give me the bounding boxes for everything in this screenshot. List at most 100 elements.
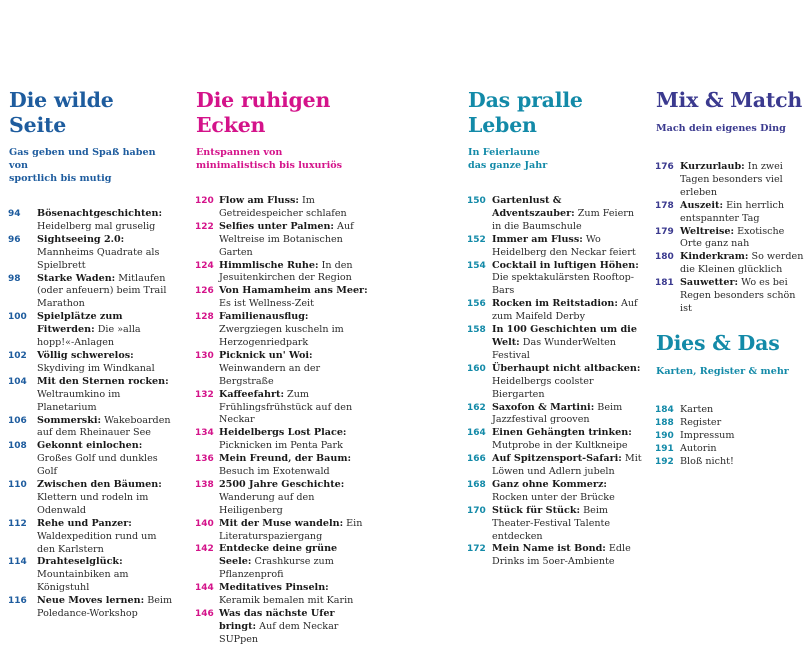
toc-entry-description: Auf Weltreise im Botanischen Garten	[219, 220, 354, 258]
toc-entry-title: Bösenachtgeschichten:	[37, 208, 162, 219]
toc-entry-text: Sightseeing 2.0: Mannheims Quadrate als …	[37, 234, 177, 273]
toc-entry: 150 Gartenlust & Adventszauber: Zum Feier…	[467, 195, 644, 234]
section-title: Dies & Das	[656, 331, 780, 355]
toc-list: 120 Flow am Fluss: Im Getreidespeicher sc…	[195, 195, 372, 647]
toc-entry-text: Was das nächste Ufer bringt: Auf dem Nec…	[219, 608, 372, 647]
toc-entry: 180 Kinderkram: So werden die Kleinen glü…	[655, 251, 804, 277]
toc-entry-title: Neue Moves lernen:	[37, 595, 145, 607]
toc-entry-title: Kaffeefahrt:	[219, 388, 284, 400]
toc-entry-text: 2500 Jahre Geschichte: Wanderung auf den…	[219, 479, 372, 518]
toc-entry-title: Meditatives Pinseln:	[219, 582, 329, 594]
toc-entry: 176 Kurzurlaub: In zwei Tagen besonders v…	[655, 161, 804, 200]
toc-entry-text: Von Hamamheim ans Meer: Es ist Wellness-…	[219, 285, 372, 311]
toc-entry-text: Spielplätze zum Fitwerden: Die »alla hop…	[37, 311, 177, 350]
toc-entry-title: Ganz ohne Kommerz:	[492, 478, 607, 490]
toc-entry-title: Gartenlust & Adventszauber:	[492, 195, 575, 219]
toc-entry-title: Sightseeing 2.0:	[37, 233, 125, 245]
toc-page-number: 150	[467, 196, 486, 206]
toc-entry-title: Mit der Muse wandeln:	[219, 517, 344, 529]
toc-entry: 156 Rocken im Reitstadion: Auf zum Maifel…	[467, 298, 644, 324]
toc-list: 176 Kurzurlaub: In zwei Tagen besonders v…	[655, 161, 804, 316]
toc-entry-text: Autorin	[680, 443, 804, 456]
toc-entry: 108 Gekonnt einlochen: Großes Golf und du…	[8, 440, 177, 479]
toc-entry-description: Wo es bei Regen besonders schön ist	[680, 277, 796, 314]
toc-page-number: 158	[467, 325, 486, 336]
toc-entry-text: Einen Gehängten trinken: Mutprobe in der…	[492, 427, 644, 453]
toc-page-number: 104	[8, 376, 27, 387]
section-mix-and-match: Mix & Match Mach dein eigenes Ding 176 Ku…	[655, 88, 804, 316]
toc-page-number: 106	[8, 415, 27, 426]
toc-entry-description: Ein Literaturspaziergang	[219, 517, 363, 542]
toc-entry-description: Keramik bemalen mit Karin	[219, 595, 354, 607]
toc-entry-title: Sommerski:	[37, 414, 102, 426]
toc-entry: 162 Saxofon & Martini: Beim Jazzfestival …	[467, 401, 644, 428]
toc-list: 94 Bösenachtgeschichten: Heidelberg mal g…	[8, 208, 177, 621]
toc-entry-description: Waldexpedition rund um den Karlstern	[37, 530, 157, 555]
toc-page-number: 176	[655, 162, 674, 172]
toc-page-number: 166	[467, 454, 486, 465]
toc-entry-description: Weinwandern an der Bergstraße	[219, 362, 321, 387]
toc-entry: 168 Ganz ohne Kommerz: Rocken unter der B…	[467, 479, 644, 505]
toc-entry-text: Kurzurlaub: In zwei Tagen besonders viel…	[680, 161, 804, 200]
toc-entry-title: Immer am Fluss:	[492, 233, 583, 245]
toc-entry-description: Wakeboarden auf dem Rheinauer See	[37, 414, 171, 439]
toc-entry-text: Weltreise: Exotische Orte ganz nah	[680, 226, 804, 252]
toc-page-number: 98	[8, 273, 21, 284]
toc-entry: 142 Entdecke deine grüne Seele: Crashkurs…	[195, 543, 372, 582]
toc-entry-text: Karten	[680, 404, 804, 417]
toc-entry-text: Flow am Fluss: Im Getreidespeicher schla…	[219, 195, 372, 221]
section-subtitle: Entspannen von minimalistisch bis luxuriö…	[196, 147, 343, 171]
toc-entry: 126 Von Hamamheim ans Meer: Es ist Wellne…	[195, 285, 372, 311]
toc-page-number: 160	[467, 363, 486, 374]
toc-page-number: 108	[8, 441, 27, 452]
toc-entry-text: Auszeit: Ein herrlich entspannter Tag	[680, 200, 804, 226]
toc-entry-text: Sommerski: Wakeboarden auf dem Rheinauer…	[37, 415, 177, 441]
toc-entry: 190 Impressum	[655, 430, 804, 443]
section-dies-und-das: Dies & Das Karten, Register & mehr 184 Ka…	[655, 331, 804, 469]
toc-entry-title: Heidelbergs Lost Place:	[219, 427, 347, 439]
toc-entry-description: Beim Jazzfestival grooven	[492, 401, 623, 426]
toc-entry-title: Saxofon & Martini:	[492, 401, 595, 413]
toc-entry: 132 Kaffeefahrt: Zum Frühlingsfrühstück a…	[195, 388, 372, 428]
toc-entry: 184 Karten	[655, 404, 804, 417]
toc-entry-title: Was das nächste Ufer bringt:	[219, 608, 335, 632]
toc-entry-title: Überhaupt nicht altbacken:	[492, 362, 641, 374]
toc-entry-title: Von Hamamheim ans Meer:	[219, 285, 368, 297]
toc-entry: 191 Autorin	[655, 443, 804, 456]
section-title: Die wilde Seite	[9, 88, 114, 137]
toc-entry-text: Ganz ohne Kommerz: Rocken unter der Brüc…	[492, 479, 644, 505]
toc-entry-text: Rehe und Panzer: Waldexpedition rund um …	[37, 518, 177, 557]
toc-page-number: 132	[195, 389, 214, 400]
toc-entry-description: Auf dem Neckar SUPpen	[219, 620, 339, 645]
section-title: Das pralle Leben	[468, 88, 583, 137]
toc-page-number: 128	[195, 312, 214, 323]
toc-entry: 154 Cocktail in luftigen Höhen: Die spekt…	[467, 260, 644, 299]
toc-entry-description: Klettern und rodeln im Odenwald	[37, 491, 149, 516]
toc-entry-text: Meditatives Pinseln: Keramik bemalen mit…	[219, 582, 372, 608]
toc-entry-description: So werden die Kleinen glücklich	[680, 251, 804, 276]
toc-entry: 98 Starke Waden: Mitlaufen (oder anfeuern…	[8, 273, 177, 312]
section-subtitle: Karten, Register & mehr	[656, 366, 789, 377]
toc-entry-text: Völlig schwerelos: Skydiving im Windkana…	[37, 350, 177, 376]
toc-entry-title: Flow am Fluss:	[219, 195, 299, 206]
toc-entry: 146 Was das nächste Ufer bringt: Auf dem …	[195, 608, 372, 647]
toc-entry-text: Starke Waden: Mitlaufen (oder anfeuern) …	[37, 273, 177, 312]
toc-page-number: 124	[195, 260, 214, 271]
toc-entry-description: Rocken unter der Brücke	[492, 491, 615, 503]
toc-entry-text: Neue Moves lernen: Beim Poledance-Worksh…	[37, 595, 177, 621]
toc-entry-description: Beim Theater-Festival Talente entdecken	[492, 504, 611, 542]
toc-page-number: 181	[655, 278, 674, 289]
toc-entry-title: Selfies unter Palmen:	[219, 220, 334, 232]
toc-entry: 181 Sauwetter: Wo es bei Regen besonders …	[655, 277, 804, 316]
toc-page-number: 168	[467, 479, 486, 490]
toc-entry-text: Sauwetter: Wo es bei Regen besonders sch…	[680, 277, 804, 316]
toc-entry-description: Auf zum Maifeld Derby	[492, 298, 638, 323]
toc-entry-title: Drahteselglück:	[37, 556, 123, 568]
toc-page-number: 152	[467, 234, 486, 245]
toc-page-number: 188	[655, 417, 674, 428]
toc-entry-description: Register	[680, 416, 722, 428]
toc-page-number: 156	[467, 299, 486, 310]
toc-entry-title: Einen Gehängten trinken:	[492, 427, 632, 439]
toc-entry-text: Mein Freund, der Baum: Besuch im Exotenw…	[219, 453, 372, 479]
toc-page-number: 162	[467, 402, 486, 413]
